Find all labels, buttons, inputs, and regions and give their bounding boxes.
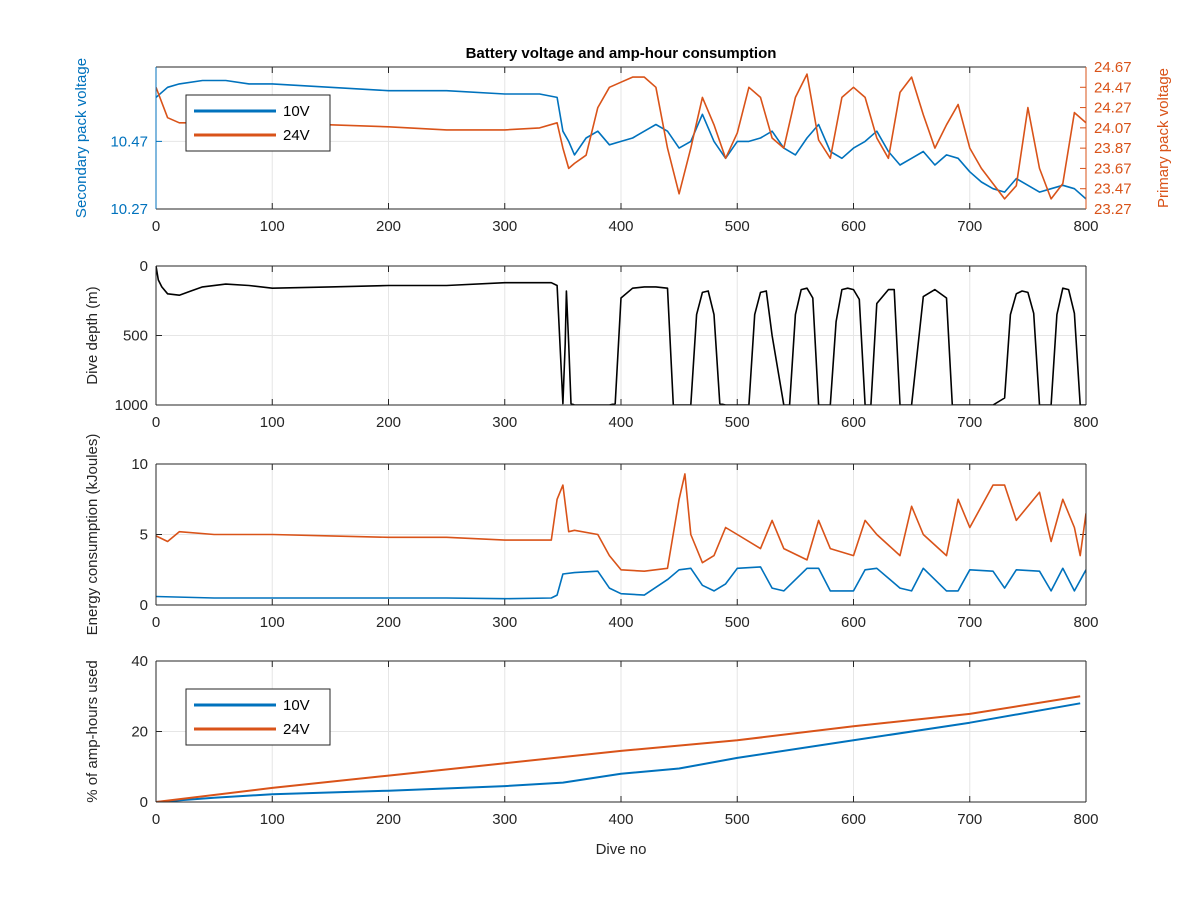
x-tick-label: 600 [841, 414, 866, 431]
y-tick-label: 20 [131, 724, 148, 741]
series-line-10V [156, 566, 1086, 600]
legend-box [185, 688, 331, 746]
x-tick-label: 600 [841, 614, 866, 631]
legend-label: 10V [283, 103, 310, 120]
y-tick-label: 5 [140, 527, 148, 544]
y-tick-label: 0 [140, 794, 148, 811]
y-tick-label: 10.27 [110, 201, 148, 218]
x-tick-label: 800 [1073, 218, 1098, 235]
x-tick-label: 500 [725, 614, 750, 631]
x-tick-label: 800 [1073, 614, 1098, 631]
x-tick-label: 0 [152, 614, 160, 631]
y-tick-label: 10.47 [110, 133, 148, 150]
y-axis-label: Secondary pack voltage [73, 58, 90, 218]
y-tick-label: 10 [131, 456, 148, 473]
series-line-24V [156, 695, 1081, 802]
panel-4: 0 100 200 300 400 500 600 700 800 0 20 40 % of amp-h… [84, 653, 1099, 858]
y-right-tick-label: 23.47 [1094, 181, 1132, 198]
x-tick-label: 200 [376, 414, 401, 431]
x-tick-label: 0 [152, 218, 160, 235]
x-tick-label: 400 [608, 811, 633, 828]
y-right-tick-label: 23.27 [1094, 201, 1132, 218]
x-tick-label: 200 [376, 811, 401, 828]
y-tick-label: 40 [131, 653, 148, 670]
y-right-tick-label: 23.87 [1094, 140, 1132, 157]
x-tick-label: 800 [1073, 811, 1098, 828]
x-tick-label: 700 [957, 414, 982, 431]
y-axis-label: Energy consumption (kJoules) [84, 434, 101, 636]
x-tick-label: 600 [841, 218, 866, 235]
y-right-tick-label: 24.27 [1094, 100, 1132, 117]
x-tick-label: 600 [841, 811, 866, 828]
y-right-tick-label: 23.67 [1094, 160, 1132, 177]
y-right-tick-label: 24.07 [1094, 120, 1132, 137]
x-tick-label: 400 [608, 218, 633, 235]
y-tick-label: 1000 [115, 397, 148, 414]
legend-label: 24V [283, 721, 310, 738]
x-tick-label: 0 [152, 414, 160, 431]
x-tick-label: 200 [376, 614, 401, 631]
y-right-tick-label: 24.67 [1094, 59, 1132, 76]
y-axis-label: Dive depth (m) [84, 286, 101, 384]
panel-2: 0 100 200 300 400 500 600 700 800 0 500 1000 Dive de… [84, 258, 1099, 431]
x-tick-label: 400 [608, 614, 633, 631]
x-tick-label: 700 [957, 218, 982, 235]
x-tick-label: 200 [376, 218, 401, 235]
x-tick-label: 400 [608, 414, 633, 431]
x-tick-label: 500 [725, 414, 750, 431]
x-tick-label: 700 [957, 614, 982, 631]
legend-box [185, 94, 331, 152]
x-tick-label: 100 [260, 218, 285, 235]
x-tick-label: 300 [492, 218, 517, 235]
x-tick-label: 500 [725, 218, 750, 235]
panel-3: 0 100 200 300 400 500 600 700 800 0 5 10 Energy cons… [84, 434, 1099, 636]
legend-label: 24V [283, 127, 310, 144]
series-line-10V [156, 79, 1086, 200]
series-line-24V [156, 473, 1086, 573]
y-right-axis-label: Primary pack voltage [1155, 68, 1172, 208]
x-tick-label: 300 [492, 614, 517, 631]
x-tick-label: 0 [152, 811, 160, 828]
y-tick-label: 0 [140, 258, 148, 275]
x-tick-label: 700 [957, 811, 982, 828]
legend-label: 10V [283, 697, 310, 714]
y-tick-label: 0 [140, 597, 148, 614]
x-tick-label: 100 [260, 414, 285, 431]
x-tick-label: 100 [260, 811, 285, 828]
x-tick-label: 300 [492, 414, 517, 431]
x-axis-label: Dive no [596, 841, 647, 858]
y-right-tick-label: 24.47 [1094, 79, 1132, 96]
x-tick-label: 100 [260, 614, 285, 631]
x-tick-label: 800 [1073, 414, 1098, 431]
y-tick-label: 500 [123, 328, 148, 345]
series-line-depth [156, 266, 1086, 405]
series-line-10V [156, 702, 1081, 802]
y-axis-label: % of amp-hours used [84, 660, 101, 803]
x-tick-label: 500 [725, 811, 750, 828]
series-line-24V [156, 73, 1086, 200]
chart-title: Battery voltage and amp-hour consumption [466, 45, 777, 62]
panel-1: 0 100 200 300 400 500 600 700 800 10.27 10.47 23.27… [73, 45, 1172, 235]
x-tick-label: 300 [492, 811, 517, 828]
